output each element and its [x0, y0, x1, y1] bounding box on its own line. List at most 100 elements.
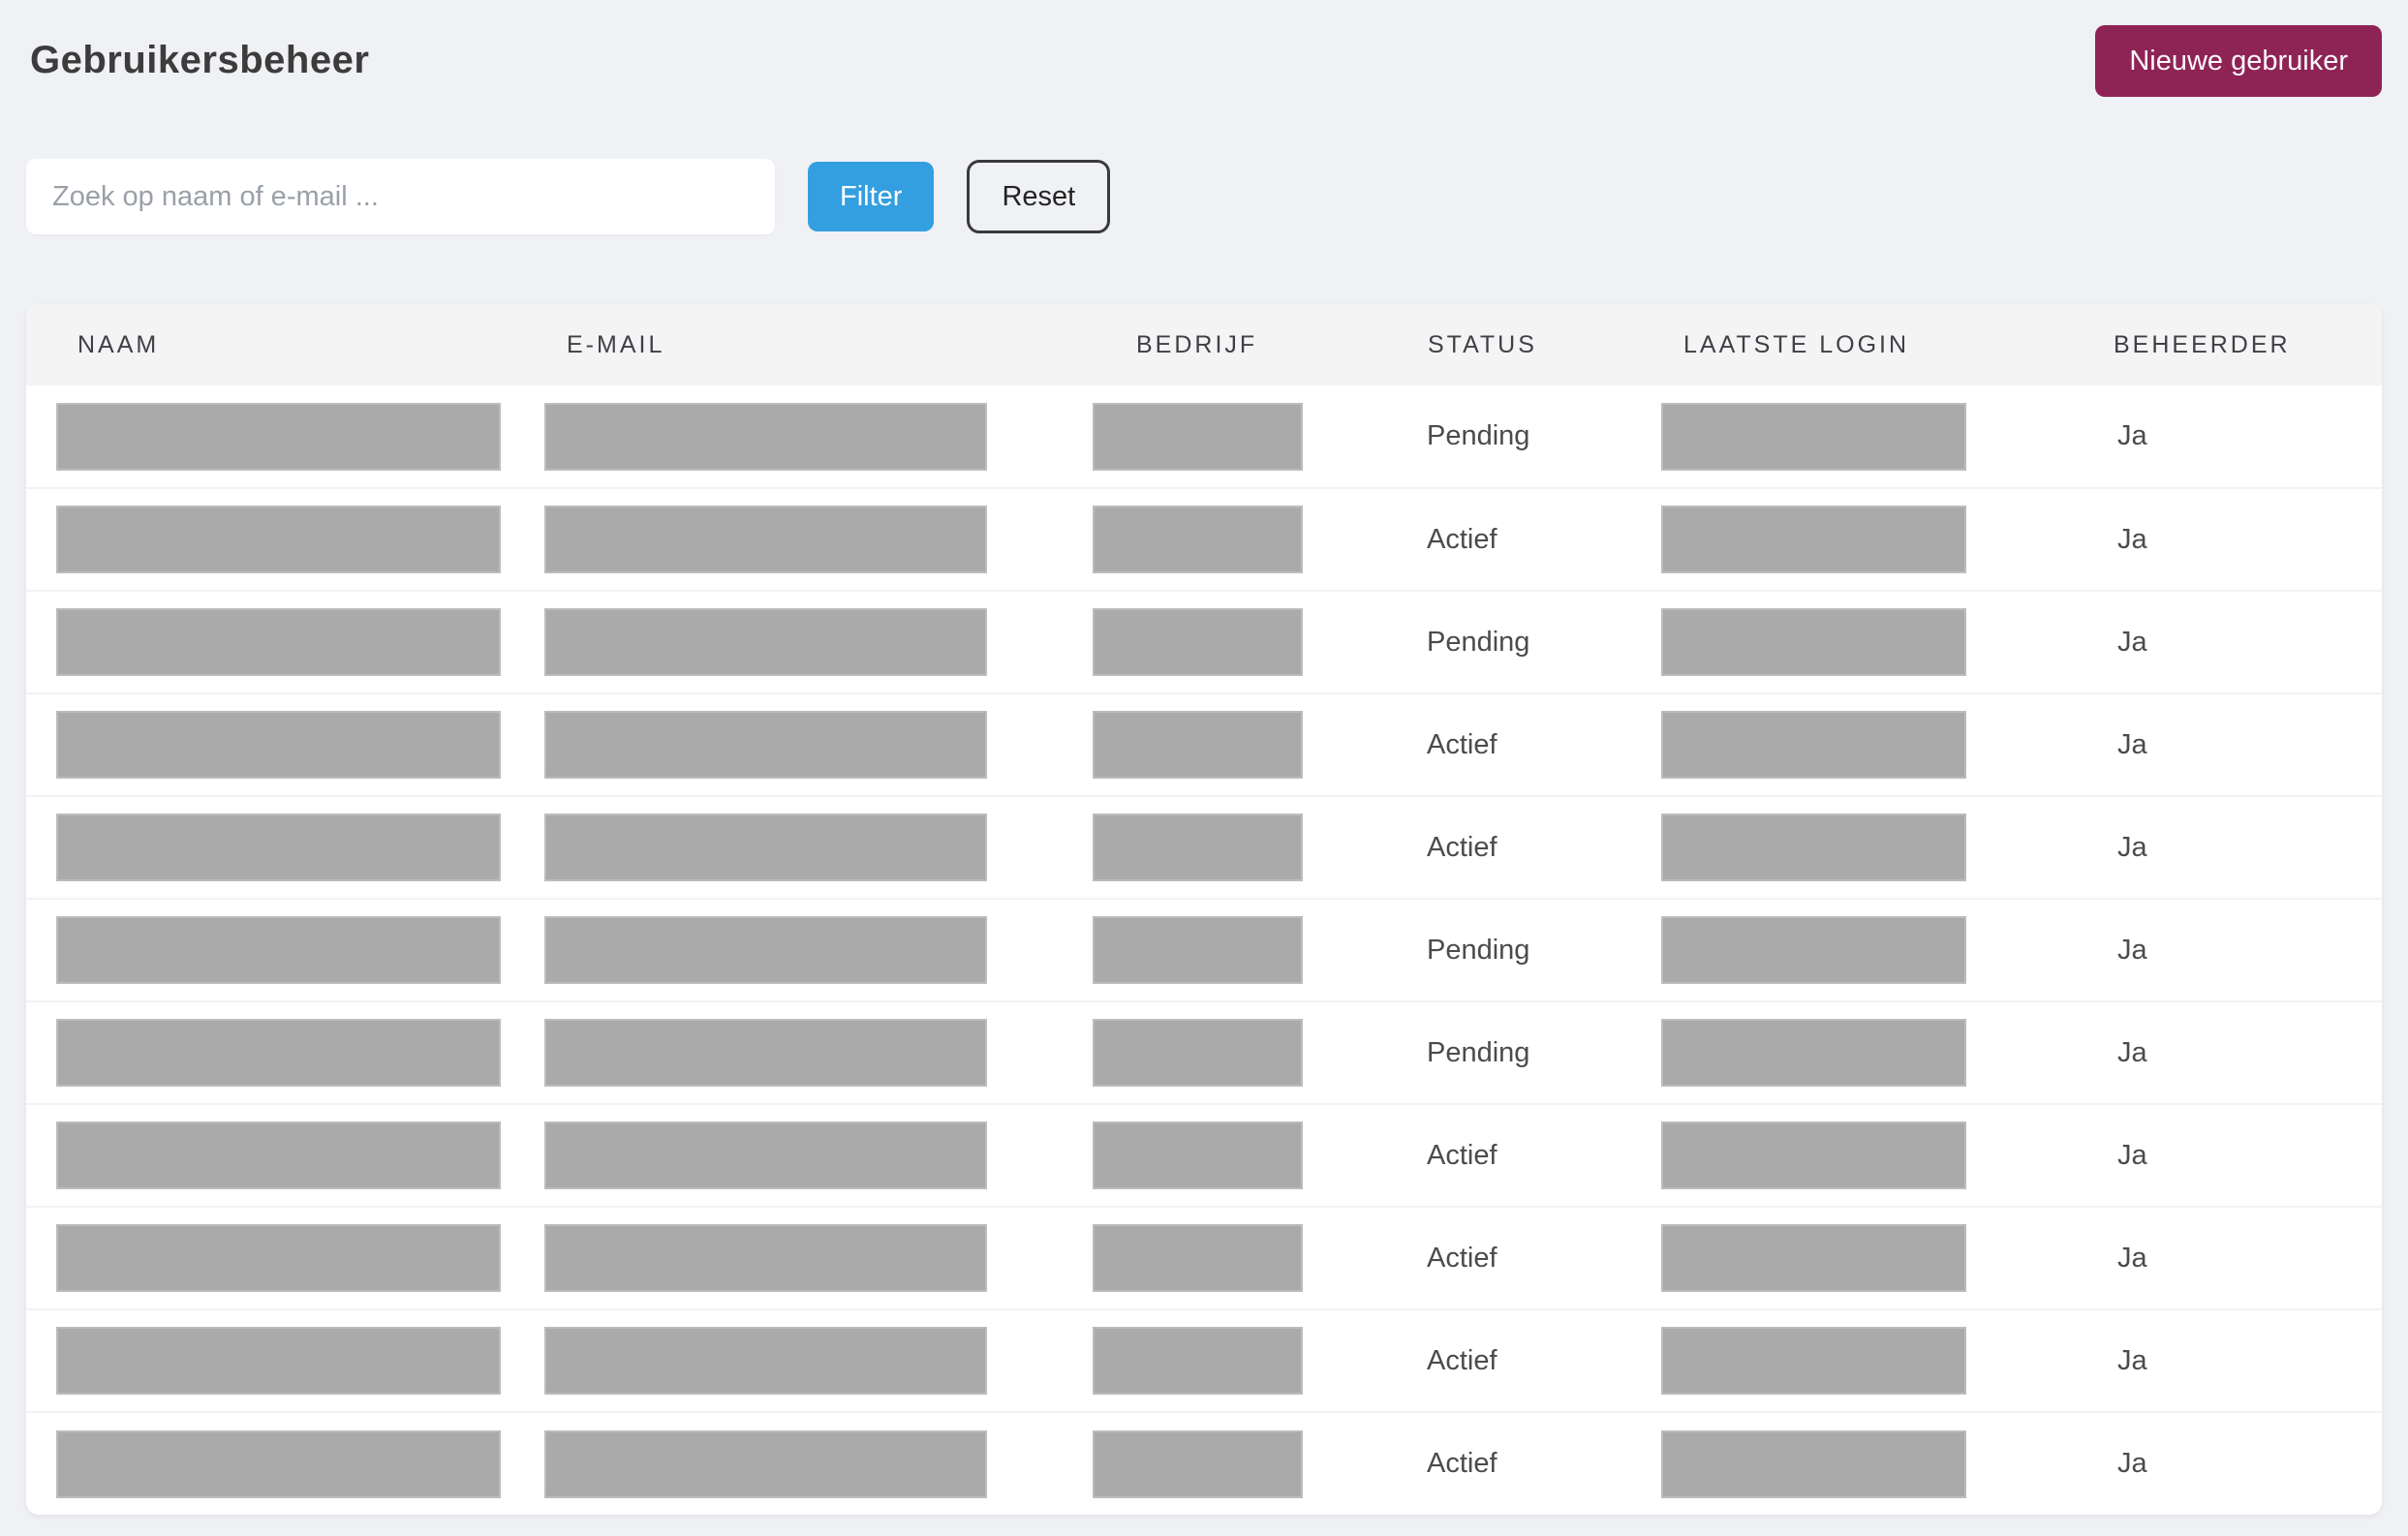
- redacted-bedrijf-block: [1093, 814, 1303, 881]
- cell-status: Actief: [1397, 488, 1631, 592]
- cell-email: [514, 899, 1063, 1002]
- cell-naam: [26, 796, 514, 900]
- redacted-naam-block: [56, 402, 501, 471]
- redacted-email-block: [544, 608, 987, 676]
- redacted-bedrijf-block: [1093, 608, 1303, 676]
- status-text: Pending: [1427, 1036, 1530, 1068]
- new-user-button[interactable]: Nieuwe gebruiker: [2095, 25, 2382, 97]
- search-input[interactable]: [26, 159, 775, 234]
- redacted-laatste-login-block: [1661, 1019, 1966, 1087]
- status-text: Actief: [1427, 1242, 1497, 1274]
- table-row: Pending Ja: [26, 385, 2382, 489]
- cell-bedrijf: [1063, 1412, 1397, 1515]
- status-text: Actief: [1427, 1344, 1497, 1376]
- redacted-laatste-login-block: [1661, 1224, 1966, 1292]
- cell-beheerder: Ja: [2087, 591, 2382, 694]
- beheerder-text: Ja: [2117, 831, 2147, 863]
- filter-toolbar: Filter Reset: [26, 159, 2382, 234]
- column-header-email: E-MAIL: [514, 304, 1063, 385]
- cell-naam: [26, 899, 514, 1002]
- redacted-email-block: [544, 1121, 987, 1189]
- redacted-laatste-login-block: [1661, 1121, 1966, 1189]
- cell-beheerder: Ja: [2087, 1309, 2382, 1413]
- status-text: Actief: [1427, 728, 1497, 760]
- redacted-email-block: [544, 1429, 987, 1498]
- filter-button[interactable]: Filter: [808, 162, 935, 231]
- redacted-email-block: [544, 711, 987, 779]
- redacted-naam-block: [56, 608, 501, 676]
- beheerder-text: Ja: [2117, 523, 2147, 555]
- cell-laatste-login: [1631, 1207, 2087, 1310]
- redacted-laatste-login-block: [1661, 1429, 1966, 1498]
- cell-email: [514, 1309, 1063, 1413]
- redacted-naam-block: [56, 506, 501, 573]
- cell-beheerder: Ja: [2087, 1412, 2382, 1515]
- cell-email: [514, 1207, 1063, 1310]
- redacted-bedrijf-block: [1093, 1327, 1303, 1395]
- cell-laatste-login: [1631, 1104, 2087, 1208]
- beheerder-text: Ja: [2117, 934, 2147, 966]
- beheerder-text: Ja: [2117, 626, 2147, 658]
- cell-status: Pending: [1397, 899, 1631, 1002]
- cell-email: [514, 1104, 1063, 1208]
- cell-naam: [26, 1001, 514, 1105]
- cell-email: [514, 591, 1063, 694]
- beheerder-text: Ja: [2117, 1344, 2147, 1376]
- users-table: NAAM E-MAIL BEDRIJF STATUS LAATSTE LOGIN…: [26, 304, 2382, 1515]
- status-text: Actief: [1427, 523, 1497, 555]
- redacted-laatste-login-block: [1661, 608, 1966, 676]
- beheerder-text: Ja: [2117, 420, 2147, 451]
- cell-bedrijf: [1063, 1207, 1397, 1310]
- redacted-email-block: [544, 916, 987, 984]
- redacted-laatste-login-block: [1661, 814, 1966, 881]
- cell-status: Actief: [1397, 1412, 1631, 1515]
- cell-bedrijf: [1063, 1001, 1397, 1105]
- cell-laatste-login: [1631, 796, 2087, 900]
- table-row: Actief Ja: [26, 1412, 2382, 1515]
- redacted-laatste-login-block: [1661, 1327, 1966, 1395]
- status-text: Actief: [1427, 1139, 1497, 1171]
- table-row: Actief Ja: [26, 796, 2382, 900]
- redacted-naam-block: [56, 814, 501, 881]
- redacted-bedrijf-block: [1093, 1121, 1303, 1189]
- table-header: NAAM E-MAIL BEDRIJF STATUS LAATSTE LOGIN…: [26, 304, 2382, 385]
- cell-laatste-login: [1631, 385, 2087, 489]
- table-body: Pending Ja: [26, 385, 2382, 1515]
- column-header-laatste-login: LAATSTE LOGIN: [1631, 304, 2087, 385]
- redacted-bedrijf-block: [1093, 1224, 1303, 1292]
- cell-naam: [26, 1309, 514, 1413]
- reset-button[interactable]: Reset: [967, 160, 1111, 233]
- cell-laatste-login: [1631, 693, 2087, 797]
- page-title: Gebruikersbeheer: [30, 39, 370, 81]
- redacted-laatste-login-block: [1661, 916, 1966, 984]
- redacted-naam-block: [56, 1327, 501, 1395]
- redacted-laatste-login-block: [1661, 711, 1966, 779]
- beheerder-text: Ja: [2117, 1139, 2147, 1171]
- cell-beheerder: Ja: [2087, 1104, 2382, 1208]
- cell-naam: [26, 591, 514, 694]
- cell-laatste-login: [1631, 1309, 2087, 1413]
- cell-status: Pending: [1397, 591, 1631, 694]
- redacted-laatste-login-block: [1661, 506, 1966, 573]
- cell-naam: [26, 1412, 514, 1515]
- cell-beheerder: Ja: [2087, 1207, 2382, 1310]
- cell-naam: [26, 1207, 514, 1310]
- cell-bedrijf: [1063, 1309, 1397, 1413]
- cell-status: Actief: [1397, 1309, 1631, 1413]
- table-row: Actief Ja: [26, 693, 2382, 797]
- cell-status: Pending: [1397, 385, 1631, 489]
- redacted-naam-block: [56, 916, 501, 984]
- table-row: Actief Ja: [26, 1309, 2382, 1413]
- cell-beheerder: Ja: [2087, 796, 2382, 900]
- users-table-card: NAAM E-MAIL BEDRIJF STATUS LAATSTE LOGIN…: [26, 304, 2382, 1515]
- redacted-email-block: [544, 402, 987, 471]
- redacted-bedrijf-block: [1093, 1429, 1303, 1498]
- cell-bedrijf: [1063, 385, 1397, 489]
- table-row: Actief Ja: [26, 1104, 2382, 1208]
- redacted-naam-block: [56, 1224, 501, 1292]
- cell-bedrijf: [1063, 796, 1397, 900]
- cell-laatste-login: [1631, 488, 2087, 592]
- table-row: Pending Ja: [26, 591, 2382, 694]
- beheerder-text: Ja: [2117, 728, 2147, 760]
